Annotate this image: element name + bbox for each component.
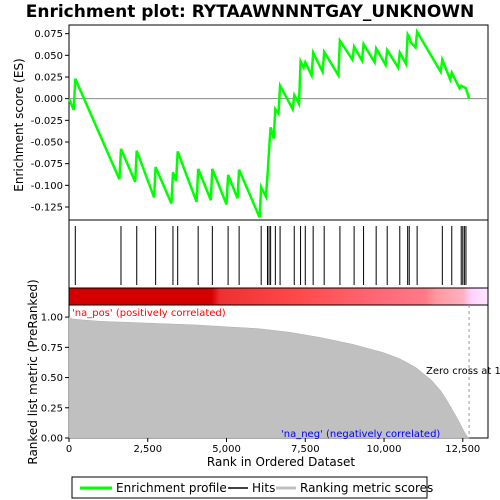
metric-y-tick-label: 0.25 — [41, 403, 63, 414]
es-y-tick-label: -0.025 — [31, 116, 63, 127]
legend-profile-label: Enrichment profile — [116, 481, 227, 495]
rank-color-bar — [68, 287, 489, 306]
hit-marks — [74, 226, 467, 285]
x-tick-label: 2,500 — [133, 444, 162, 455]
ranking-metric-area — [68, 316, 470, 439]
chart-title: Enrichment plot: RYTAAWNNNTGAY_UNKNOWN — [26, 2, 475, 22]
es-y-tick-label: -0.075 — [31, 159, 63, 170]
metric-y-tick-label: 1.00 — [41, 313, 63, 324]
legend: Enrichment profile Hits Ranking metric s… — [71, 476, 433, 499]
es-y-tick-label: -0.125 — [31, 203, 63, 214]
es-y-tick-label: -0.050 — [31, 138, 63, 149]
x-ticks: 0 2,500 5,000 7,500 10,000 12,500 — [66, 438, 480, 455]
x-axis-label: Rank in Ordered Dataset — [207, 455, 355, 469]
zero-cross-label: Zero cross at 1 — [426, 366, 500, 377]
legend-metric-label: Ranking metric scores — [300, 481, 433, 495]
es-y-label: Enrichment score (ES) — [12, 58, 26, 191]
x-tick-label: 7,500 — [291, 444, 320, 455]
enrichment-profile-line — [67, 27, 471, 218]
legend-box — [71, 476, 428, 499]
x-tick-label: 10,000 — [367, 444, 402, 455]
es-y-tick-label: 0.075 — [34, 29, 63, 40]
negative-label: 'na_neg' (negatively correlated) — [281, 429, 440, 440]
es-y-tick-label: -0.100 — [31, 181, 63, 192]
metric-y-ticks: 0.00 0.25 0.50 0.75 1.00 — [41, 313, 69, 445]
x-tick-label: 12,500 — [445, 444, 480, 455]
es-y-ticks: 0.075 0.050 0.025 0.000 -0.025 -0.050 -0.075 -0… — [31, 29, 69, 214]
x-tick-label: 0 — [66, 444, 72, 455]
metric-y-tick-label: 0.00 — [41, 434, 63, 445]
x-tick-label: 5,000 — [212, 444, 241, 455]
positive-label: 'na_pos' (positively correlated) — [72, 308, 226, 319]
es-y-tick-label: 0.000 — [34, 94, 63, 105]
es-panel: 0.075 0.050 0.025 0.000 -0.025 -0.050 -0.075 -0… — [12, 24, 489, 221]
metric-y-label: Ranked list metric (PreRanked) — [26, 279, 40, 464]
es-y-tick-label: 0.025 — [34, 73, 63, 84]
legend-hits-label: Hits — [252, 481, 275, 495]
es-frame — [68, 24, 489, 221]
hits-panel — [68, 219, 489, 289]
metric-panel: 0.00 0.25 0.50 0.75 1.00 0 2,500 5,000 7,500 10,… — [26, 279, 500, 469]
es-y-tick-label: 0.050 — [34, 51, 63, 62]
metric-y-tick-label: 0.50 — [41, 373, 63, 384]
hits-frame — [68, 219, 489, 289]
metric-y-tick-label: 0.75 — [41, 343, 63, 354]
